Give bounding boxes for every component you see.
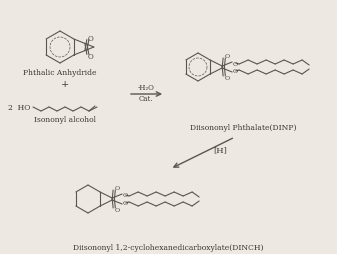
Text: O: O [115, 186, 120, 191]
Text: 2  HO: 2 HO [8, 104, 30, 112]
Text: Diisononyl 1,2-cyclohexanedicarboxylate(DINCH): Diisononyl 1,2-cyclohexanedicarboxylate(… [73, 243, 263, 251]
Text: O: O [224, 54, 230, 59]
Text: Cat.: Cat. [139, 95, 153, 103]
Text: -H₂O: -H₂O [137, 84, 154, 92]
Text: [H]: [H] [213, 146, 227, 153]
Text: O: O [123, 201, 128, 206]
Text: O: O [123, 193, 128, 198]
Text: Diisononyl Phthalate(DINP): Diisononyl Phthalate(DINP) [190, 123, 296, 132]
Text: O: O [115, 208, 120, 213]
Text: Phthalic Anhydride: Phthalic Anhydride [23, 69, 97, 77]
Text: O: O [88, 53, 94, 61]
Text: O: O [233, 69, 238, 74]
Text: O: O [88, 35, 94, 42]
Text: O: O [233, 61, 238, 66]
Text: Isononyl alcohol: Isononyl alcohol [34, 116, 96, 123]
Text: O: O [224, 76, 230, 81]
Text: +: + [61, 80, 69, 89]
